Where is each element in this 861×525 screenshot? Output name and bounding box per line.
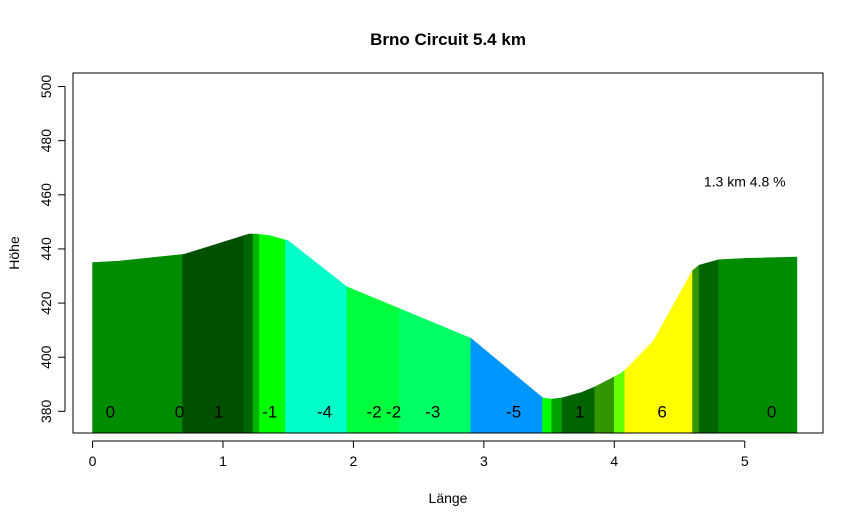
profile-segment-17 bbox=[718, 256, 798, 434]
y-tick-label: 420 bbox=[38, 291, 54, 315]
x-tick-label: 2 bbox=[350, 453, 358, 469]
x-tick-label: 4 bbox=[610, 453, 618, 469]
y-tick-label: 500 bbox=[38, 75, 54, 99]
segment-gradient-label: 0 bbox=[106, 402, 115, 421]
segment-gradient-label: 0 bbox=[175, 402, 184, 421]
profile-segment-9 bbox=[542, 397, 552, 434]
profile-segment-12 bbox=[594, 376, 615, 434]
segment-gradient-label: 1 bbox=[575, 402, 584, 421]
segment-gradient-label: -1 bbox=[262, 402, 277, 421]
segment-gradient-label: 6 bbox=[657, 402, 666, 421]
profile-segment-2 bbox=[243, 233, 254, 434]
gradient-annotation: 1.3 km 4.8 % bbox=[704, 174, 786, 190]
segment-gradient-label: -2 bbox=[366, 402, 381, 421]
segment-gradient-label: 0 bbox=[767, 402, 776, 421]
segment-labels: 0 0 1 -1 -4 -2 -2 -3 -5 1 6 0 bbox=[106, 402, 777, 421]
y-tick-label: 460 bbox=[38, 183, 54, 207]
plot-frame bbox=[72, 72, 824, 434]
chart-title: Brno Circuit 5.4 km bbox=[370, 30, 526, 49]
x-axis: 0 1 2 3 4 5 bbox=[89, 440, 749, 469]
y-tick-label: 480 bbox=[38, 129, 54, 153]
profile-segment-3 bbox=[252, 233, 260, 434]
x-tick-label: 1 bbox=[219, 453, 227, 469]
profile-segment-10 bbox=[551, 397, 563, 434]
profile-segment-13 bbox=[614, 369, 626, 434]
segment-gradient-label: -5 bbox=[506, 402, 521, 421]
x-tick-label: 5 bbox=[741, 453, 749, 469]
segment-gradient-label: -2 bbox=[386, 402, 401, 421]
profile-segment-15 bbox=[692, 264, 700, 434]
x-axis-label: Länge bbox=[429, 490, 468, 506]
y-tick-label: 440 bbox=[38, 237, 54, 261]
x-tick-label: 0 bbox=[89, 453, 97, 469]
y-tick-label: 380 bbox=[38, 399, 54, 423]
segment-gradient-label: -4 bbox=[317, 402, 332, 421]
segment-gradient-label: -3 bbox=[425, 402, 440, 421]
profile-segment-16 bbox=[698, 259, 719, 434]
y-axis: 380 400 420 440 460 480 500 bbox=[38, 75, 66, 423]
segment-gradient-label: 1 bbox=[214, 402, 223, 421]
y-tick-label: 400 bbox=[38, 345, 54, 369]
x-tick-label: 3 bbox=[480, 453, 488, 469]
profile-segments bbox=[92, 233, 798, 434]
y-axis-label: Höhe bbox=[6, 236, 22, 270]
